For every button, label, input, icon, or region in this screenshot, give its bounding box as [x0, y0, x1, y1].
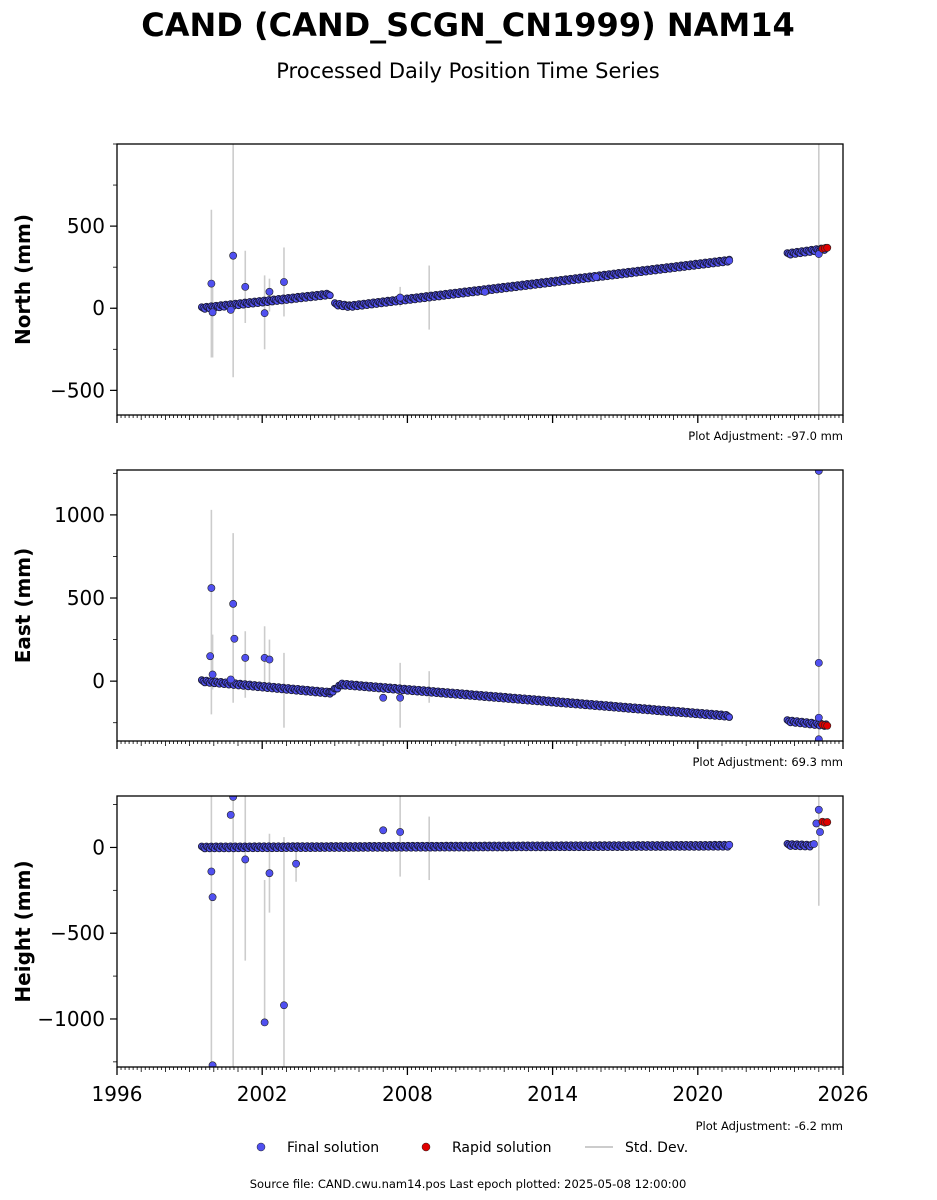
final-point [280, 1001, 288, 1010]
panel-1: −500 0 500 North (mm) Plot Adjustment: -97.0… [11, 143, 844, 443]
plot-area [197, 470, 832, 741]
final-point [208, 893, 217, 902]
final-point [280, 278, 288, 286]
rapid-point [823, 243, 832, 252]
final-point [229, 251, 238, 260]
legend: Final solution Rapid solution Std. Dev. [256, 1140, 688, 1156]
final-point [725, 840, 734, 849]
final-point [241, 282, 250, 291]
final-point [814, 658, 823, 667]
x-tick-label: 1996 [92, 1082, 143, 1106]
final-point [396, 693, 405, 702]
x-tick-label: 2020 [672, 1082, 723, 1106]
final-point [260, 1018, 269, 1027]
y-tick-label: 1000 [54, 503, 105, 527]
final-point [814, 713, 823, 722]
plot-area [197, 796, 832, 1067]
final-point [226, 810, 235, 819]
panel-2: 0 500 1000 East (mm) Plot Adjustment: 69.3 m… [11, 469, 844, 769]
source-footer: Source file: CAND.cwu.nam14.pos Last epo… [250, 1177, 687, 1191]
final-point [379, 826, 388, 835]
final-point [810, 840, 818, 848]
final-point [814, 470, 823, 475]
legend-final-label: Final solution [287, 1140, 379, 1156]
final-point [379, 693, 388, 702]
final-point [229, 599, 238, 608]
y-tick-label: 0 [92, 835, 105, 859]
legend-rapid-marker [421, 1142, 431, 1152]
final-point [816, 828, 824, 836]
y-tick-label: 500 [67, 586, 105, 610]
final-point [208, 308, 217, 317]
legend-final-marker [256, 1142, 266, 1152]
y-axis-label: Height (mm) [11, 860, 35, 1002]
plot-area [197, 144, 832, 415]
final-point [814, 735, 823, 741]
final-point [725, 713, 734, 721]
panels: −500 0 500 North (mm) Plot Adjustment: -97.0… [11, 143, 869, 1133]
final-point [226, 305, 235, 314]
y-tick-label: 500 [67, 214, 105, 238]
final-point [260, 309, 269, 318]
plot-adjustment-note: Plot Adjustment: -97.0 mm [688, 429, 843, 443]
y-axis-label: North (mm) [11, 214, 35, 345]
final-point [208, 1061, 217, 1067]
final-point [292, 859, 300, 868]
final-point [207, 584, 216, 592]
x-tick-label: 2008 [382, 1082, 433, 1106]
final-point [265, 655, 274, 664]
final-point [265, 869, 274, 878]
y-tick-label: −500 [50, 378, 105, 402]
panel-3: −1000 −500 0 1996 2002 2008 2014 2020 2026 Height… [11, 795, 869, 1133]
final-point [241, 855, 250, 864]
y-tick-label: −500 [50, 921, 105, 945]
final-point [207, 867, 216, 876]
figure-title: CAND (CAND_SCGN_CN1999) NAM14 [141, 6, 795, 44]
final-point [326, 291, 334, 300]
final-point [241, 653, 250, 662]
plot-adjustment-note: Plot Adjustment: 69.3 mm [692, 755, 843, 769]
final-point [396, 828, 405, 836]
final-point [814, 805, 823, 814]
final-point [229, 796, 238, 801]
figure-subtitle: Processed Daily Position Time Series [276, 59, 660, 83]
y-tick-label: 0 [92, 669, 105, 693]
y-axis-label: East (mm) [11, 548, 35, 664]
final-point [230, 634, 239, 643]
rapid-point [823, 721, 832, 730]
legend-rapid-label: Rapid solution [452, 1140, 552, 1156]
final-point [592, 273, 601, 281]
final-point [207, 279, 216, 288]
final-point [206, 652, 215, 661]
final-point [208, 670, 217, 679]
final-point [265, 287, 274, 296]
plot-frame [116, 143, 844, 416]
legend-std-label: Std. Dev. [625, 1140, 688, 1156]
rapid-point [823, 818, 832, 826]
final-point [814, 250, 823, 258]
plot-frame [116, 795, 844, 1068]
final-point [396, 293, 405, 302]
plot-adjustment-note: Plot Adjustment: -6.2 mm [696, 1119, 843, 1133]
final-point [226, 675, 235, 684]
final-point [725, 256, 734, 265]
y-tick-label: −1000 [37, 1007, 105, 1031]
x-tick-label: 2002 [237, 1082, 288, 1106]
y-tick-label: 0 [92, 296, 105, 320]
x-tick-label: 2026 [818, 1082, 869, 1106]
x-tick-label: 2014 [527, 1082, 578, 1106]
final-point [480, 287, 489, 296]
